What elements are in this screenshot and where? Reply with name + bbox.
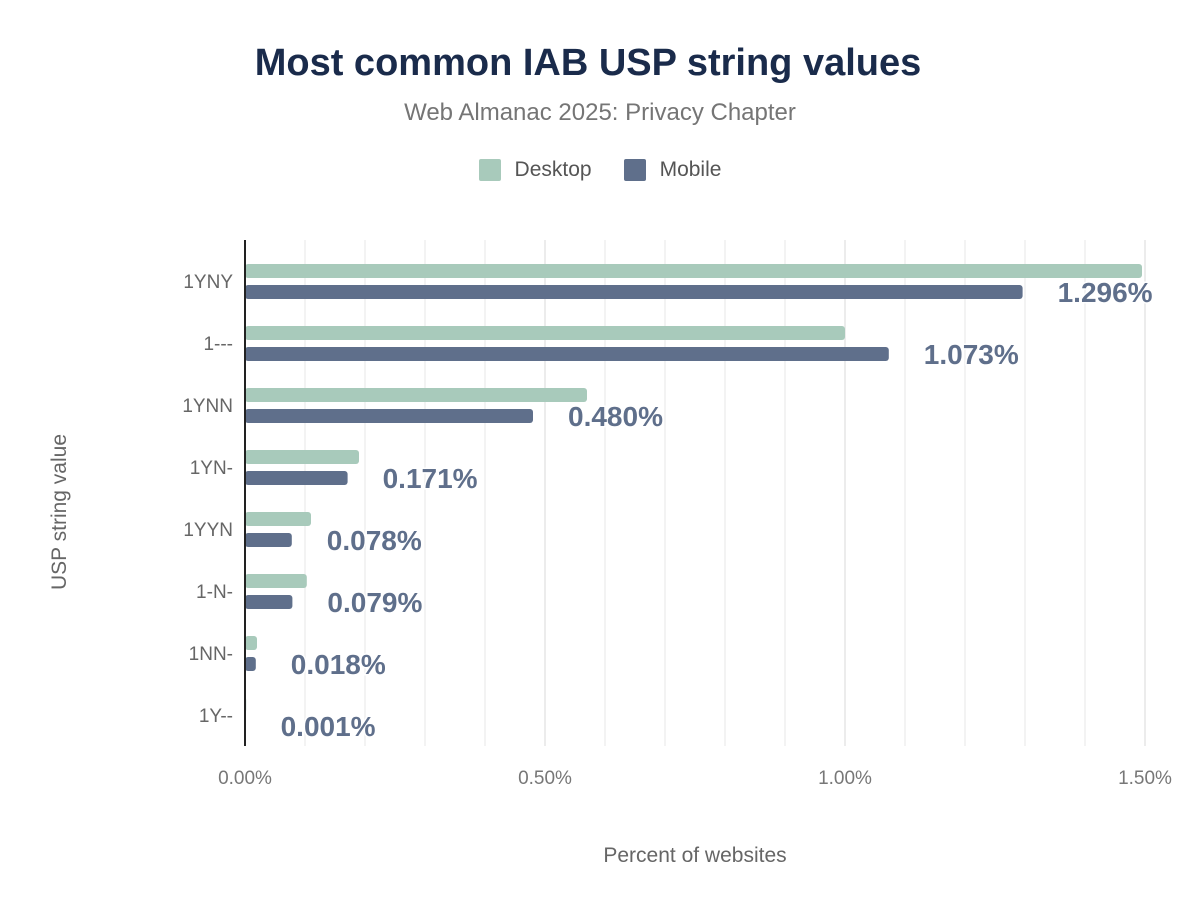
bar-mobile [245,719,246,733]
legend: Desktop Mobile [0,158,1200,182]
bar-mobile [245,409,533,423]
data-label: 0.171% [383,463,478,494]
bar-mobile [245,471,348,485]
bar-desktop [245,512,311,526]
bar-desktop [245,264,1142,278]
bar-chart: 0.00% 0.50% 1.00% 1.50% 1YNY 1.296% 1--- 1.073%… [48,240,1172,867]
data-label: 0.018% [291,649,386,680]
data-label: 0.079% [327,587,422,618]
data-label: 0.078% [327,525,422,556]
bar-mobile [245,285,1023,299]
legend-label-mobile: Mobile [659,158,722,181]
bar-desktop [245,698,247,712]
bar-mobile [245,347,889,361]
legend-swatch-desktop [478,159,501,181]
bar-desktop [245,326,845,340]
bar-desktop [245,636,257,650]
y-tick-label: 1YN- [190,458,233,479]
y-tick-label: 1Y-- [199,706,233,727]
x-tick-label: 0.00% [218,768,272,789]
y-tick-label: 1-N- [196,582,233,603]
x-tick-label: 1.50% [1118,768,1172,789]
chart-subtitle: Web Almanac 2025: Privacy Chapter [404,99,796,126]
data-label: 1.073% [924,339,1019,370]
bar-desktop [245,574,307,588]
legend-swatch-mobile [623,159,646,181]
y-tick-label: 1NN- [189,644,233,665]
data-label: 1.296% [1058,277,1153,308]
y-tick-label: 1--- [203,334,233,355]
y-tick-label: 1YYN [183,520,233,541]
bar-mobile [245,533,292,547]
legend-item-mobile[interactable]: Mobile [623,158,722,182]
x-tick-label: 0.50% [518,768,572,789]
bar-desktop [245,450,359,464]
y-axis-title: USP string value [48,434,71,590]
bar-mobile [245,595,293,609]
bar-desktop [245,388,587,402]
x-axis-title: Percent of websites [603,844,786,867]
data-label: 0.480% [568,401,663,432]
data-label: 0.001% [281,711,376,742]
y-tick-label: 1YNN [182,396,233,417]
x-tick-label: 1.00% [818,768,872,789]
chart-title: Most common IAB USP string values [254,42,922,84]
legend-item-desktop[interactable]: Desktop [478,158,592,182]
legend-label-desktop: Desktop [514,158,592,181]
y-tick-label: 1YNY [183,272,233,293]
bar-mobile [245,657,256,671]
